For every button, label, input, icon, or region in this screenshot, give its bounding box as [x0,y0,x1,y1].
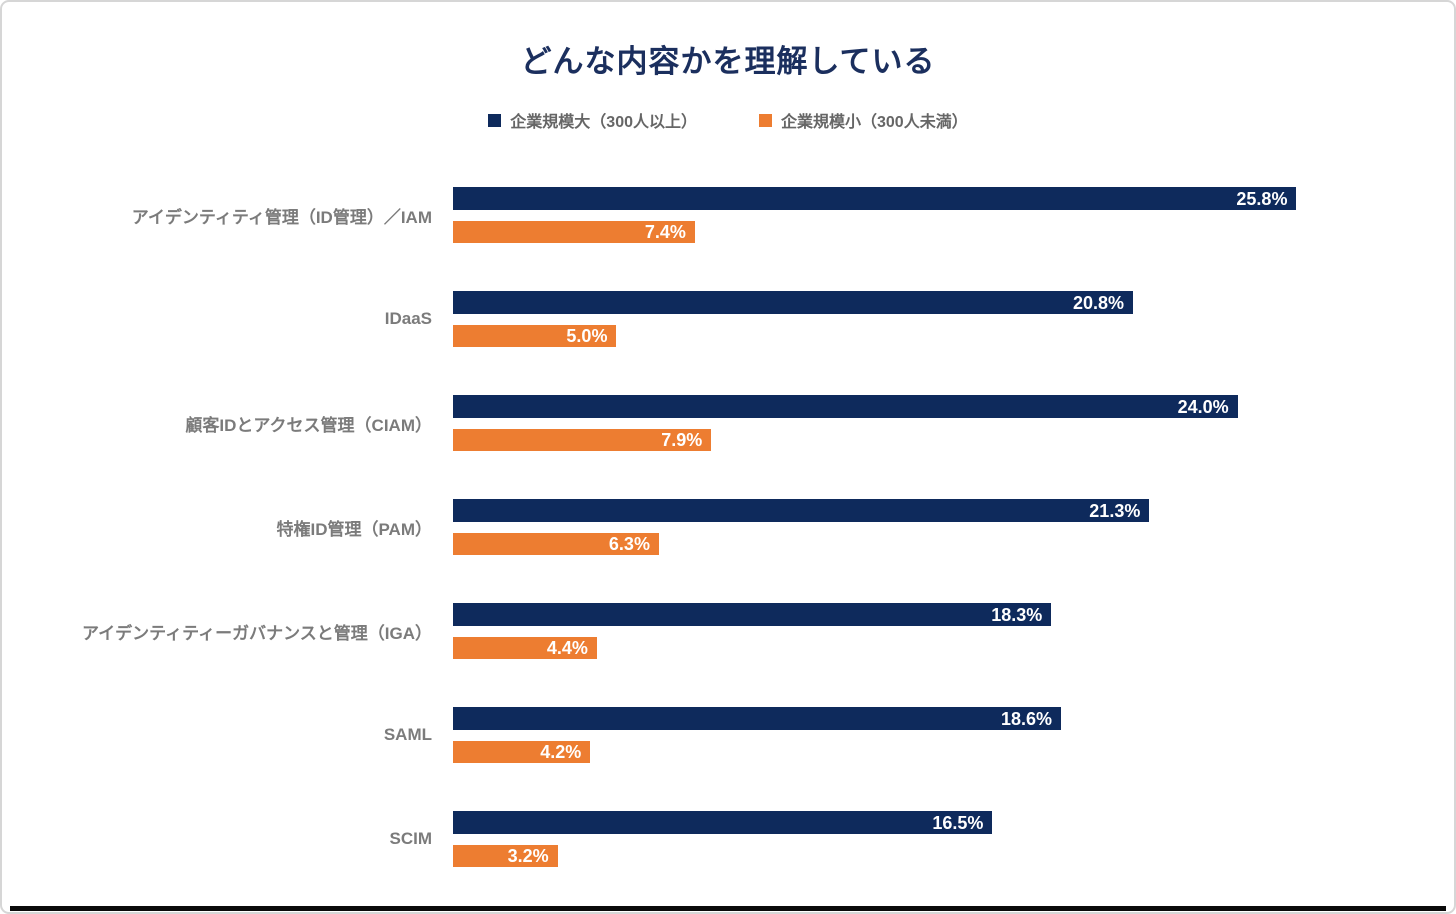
bar-large: 25.8% [453,187,1297,210]
bar-value-label: 3.2% [507,846,549,866]
bar-small: 5.0% [453,325,617,347]
bar-large: 16.5% [453,811,993,834]
bar-value-label: 16.5% [932,812,984,833]
legend-label-large: 企業規模大（300人以上） [510,114,697,131]
bar-small: 4.2% [453,741,591,763]
legend: 企業規模大（300人以上） 企業規模小（300人未満） [2,108,1454,132]
bar-value-label: 24.0% [1177,396,1229,417]
chart-row: 特権ID管理（PAM） 21.3% 6.3% [2,499,1454,555]
bar-large: 24.0% [453,395,1238,418]
legend-item-large: 企業規模大（300人以上） [488,108,697,132]
bar-value-label: 18.6% [1001,708,1053,729]
category-label: アイデンティティーガバナンスと管理（IGA） [82,623,432,643]
bar-small: 7.4% [453,221,695,243]
bar-small: 4.4% [453,637,597,659]
chart-row: アイデンティティーガバナンスと管理（IGA） 18.3% 4.4% [2,603,1454,659]
bar-value-label: 20.8% [1072,292,1124,313]
bar-value-label: 25.8% [1236,188,1288,209]
chart-row: SAML 18.6% 4.2% [2,707,1454,763]
category-label: SCIM [389,829,433,848]
bottom-divider [10,906,1446,911]
bar-value-label: 6.3% [608,534,650,554]
bar-value-label: 18.3% [991,604,1043,625]
bar-large: 20.8% [453,291,1133,314]
bar-small: 3.2% [453,845,558,867]
bar-value-label: 4.4% [546,638,588,658]
category-label: アイデンティティ管理（ID管理）／IAM [131,207,432,227]
bar-value-label: 21.3% [1089,500,1141,521]
category-label: IDaaS [384,309,432,328]
bar-value-label: 4.2% [540,742,582,762]
chart-title: どんな内容かを理解している [520,44,936,79]
chart-row: SCIM 16.5% 3.2% [2,811,1454,867]
bar-small: 7.9% [453,429,712,451]
category-label: SAML [383,725,432,744]
bar-large: 18.6% [453,707,1062,730]
chart-row: IDaaS 20.8% 5.0% [2,291,1454,347]
category-label: 顧客IDとアクセス管理（CIAM） [185,415,432,435]
bar-large: 18.3% [453,603,1052,626]
legend-swatch-small-icon [759,113,772,127]
bar-value-label: 5.0% [566,326,608,346]
legend-item-small: 企業規模小（300人未満） [759,108,968,132]
legend-label-small: 企業規模小（300人未満） [781,114,968,131]
bar-small: 6.3% [453,533,659,555]
bar-value-label: 7.4% [644,222,686,242]
bar-large: 21.3% [453,499,1150,522]
bar-value-label: 7.9% [661,430,703,450]
legend-swatch-large-icon [488,113,502,127]
chart-row: アイデンティティ管理（ID管理）／IAM 25.8% 7.4% [2,187,1454,243]
chart-row: 顧客IDとアクセス管理（CIAM） 24.0% 7.9% [2,395,1454,451]
category-label: 特権ID管理（PAM） [276,519,432,539]
